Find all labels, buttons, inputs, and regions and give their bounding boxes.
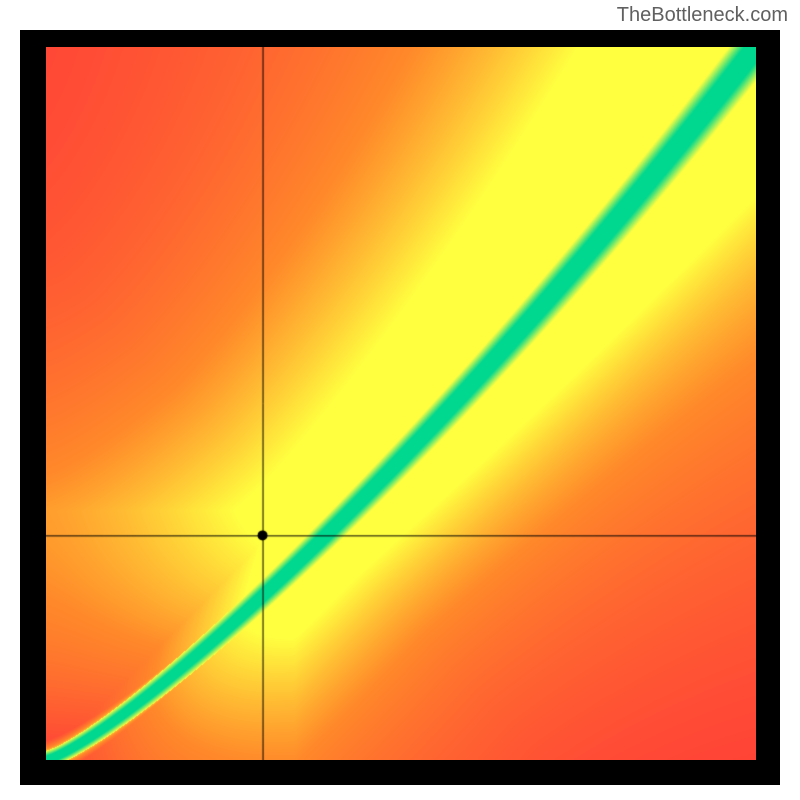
bottleneck-heatmap — [46, 47, 756, 760]
chart-outer-frame — [20, 30, 780, 785]
page-root: TheBottleneck.com — [0, 0, 800, 800]
watermark-text: TheBottleneck.com — [617, 4, 788, 27]
